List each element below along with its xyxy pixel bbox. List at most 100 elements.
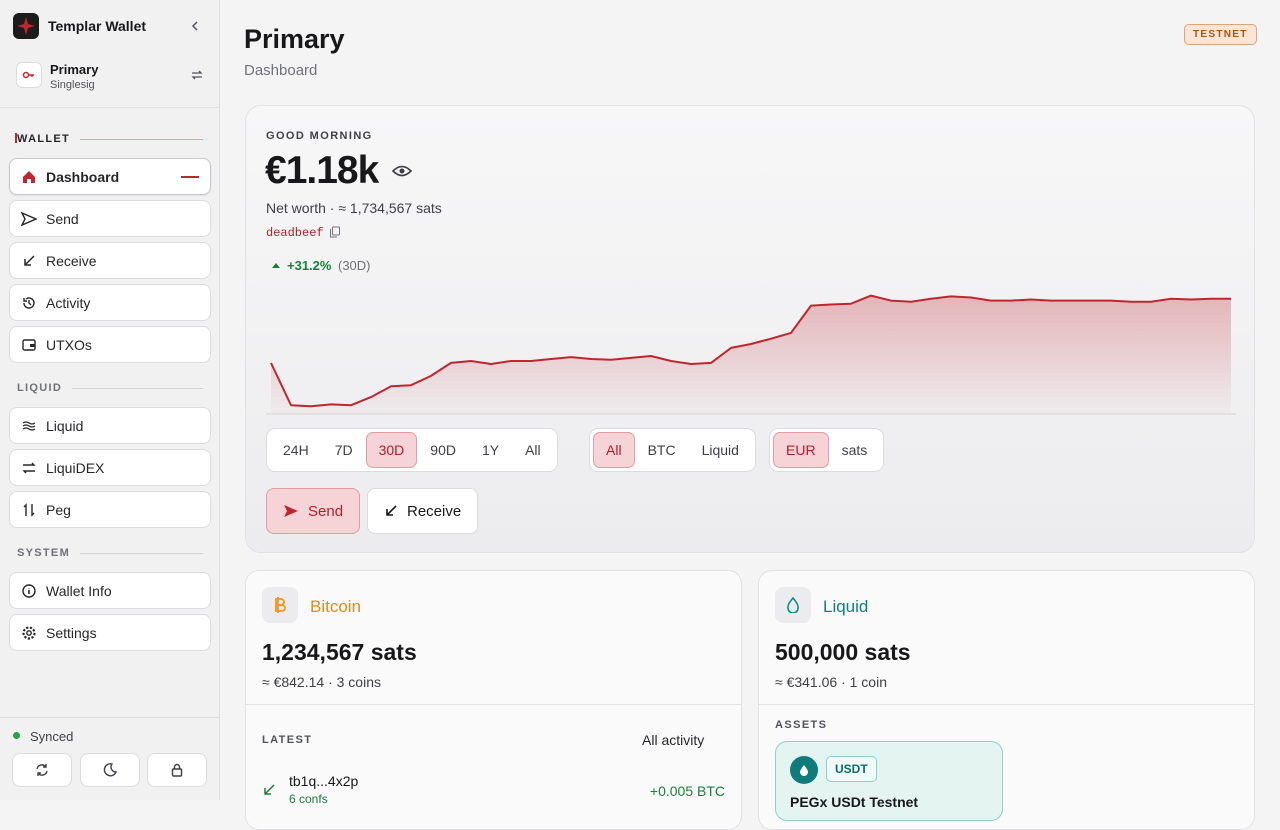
tx-amount: +0.005 BTC <box>649 783 725 799</box>
page-subtitle: Dashboard <box>244 62 318 79</box>
nav-icon <box>23 296 35 309</box>
nav-icon <box>22 583 36 598</box>
receive-label: Receive <box>407 502 462 520</box>
nav-label: Settings <box>46 624 97 641</box>
nav-icon <box>22 338 36 351</box>
active-indicator <box>181 176 199 178</box>
asset-drop <box>800 765 808 776</box>
total-balance: €1.18k <box>265 149 379 192</box>
balance-chart <box>266 294 1236 415</box>
divider <box>0 107 219 108</box>
change-period: (30D) <box>338 258 371 273</box>
nav-icon <box>22 462 36 473</box>
bitcoin-card: Bitcoin 1,234,567 sats ≈ €842.14 · 3 coi… <box>245 570 742 830</box>
nav-icon <box>23 170 35 183</box>
change-percent: +31.2% <box>287 258 332 273</box>
copy-button[interactable] <box>329 226 341 238</box>
net-worth: Net worth · ≈ 1,734,567 sats <box>266 200 442 216</box>
segment-option[interactable]: 1Y <box>481 442 500 458</box>
switch-wallet[interactable] <box>190 69 204 81</box>
overview-card: GOOD MORNING €1.18k Net worth · ≈ 1,734,… <box>245 105 1255 553</box>
segment-option[interactable]: Liquid <box>701 442 739 458</box>
nav-label: Peg <box>46 501 71 518</box>
moon-icon <box>103 763 118 777</box>
nav-item[interactable]: Wallet Info <box>9 572 211 609</box>
logo-icon <box>17 17 35 35</box>
segment-option[interactable]: sats <box>841 442 868 458</box>
app-logo <box>13 13 39 39</box>
latest-label: LATEST <box>262 734 313 746</box>
segment-option[interactable]: BTC <box>647 442 676 458</box>
segment-option[interactable]: 30D <box>365 432 418 468</box>
asset-card[interactable]: USDT PEGx USDt Testnet <box>775 741 1003 821</box>
bitcoin-title: Bitcoin <box>310 597 362 616</box>
lock-button[interactable] <box>147 753 207 787</box>
liquid-title: Liquid <box>823 597 869 616</box>
up-arrow <box>272 263 280 268</box>
liquid-balance: 500,000 sats <box>775 639 911 665</box>
theme-button[interactable] <box>80 753 140 787</box>
nav-item[interactable]: Receive <box>9 242 211 279</box>
collapse-button[interactable] <box>189 19 201 33</box>
app-name: Templar Wallet <box>48 18 147 34</box>
nav-item[interactable]: UTXOs <box>9 326 211 363</box>
wallet-icon <box>16 62 42 88</box>
toggle-visibility[interactable] <box>392 164 412 178</box>
nav-item[interactable]: Liquid <box>9 407 211 444</box>
segment-option[interactable]: 90D <box>430 442 456 458</box>
sidebar-footer <box>0 717 219 718</box>
segment-option[interactable]: All <box>525 442 541 458</box>
send-icon <box>284 505 298 517</box>
nav-item[interactable]: Activity <box>9 284 211 321</box>
nav-item[interactable]: Peg <box>9 491 211 528</box>
segment-option[interactable]: All <box>593 432 635 468</box>
network-filter: All BTC Liquid <box>589 428 756 472</box>
sync-status: Synced <box>30 729 74 744</box>
sync-icon <box>36 764 48 776</box>
segment-option[interactable]: EUR <box>773 432 829 468</box>
drop-icon <box>787 597 799 613</box>
send-label: Send <box>308 502 344 520</box>
bitcoin-fiat: ≈ €842.14 · 3 coins <box>262 674 381 690</box>
nav-item[interactable]: LiquiDEX <box>9 449 211 486</box>
nav-item[interactable]: Send <box>9 200 211 237</box>
tx-confirmations: 6 confs <box>289 792 328 806</box>
section-title: LIQUID <box>17 382 203 394</box>
all-activity-link[interactable]: All activity <box>642 732 705 748</box>
nav-item[interactable]: Settings <box>9 614 211 651</box>
receive-button[interactable]: Receive <box>367 488 479 534</box>
divider <box>246 704 741 705</box>
liquid-icon <box>775 587 811 623</box>
segment-option[interactable]: 24H <box>283 442 309 458</box>
section-title: SYSTEM <box>17 547 203 559</box>
sidebar: Templar Wallet Primary Singlesig WALLET D… <box>0 0 220 800</box>
nav-item[interactable]: Dashboard <box>9 158 211 195</box>
bitcoin-balance: 1,234,567 sats <box>262 639 417 665</box>
range-selector: 24H 7D 30D 90D 1Y All <box>266 428 558 472</box>
nav-label: Send <box>46 210 79 227</box>
network-badge: TESTNET <box>1184 24 1257 45</box>
body: Templar Wallet Primary Singlesig WALLET D… <box>0 0 1280 800</box>
nav-label: Receive <box>46 252 97 269</box>
liquid-fiat: ≈ €341.06 · 1 coin <box>775 674 887 690</box>
incoming-icon <box>264 784 275 795</box>
nav-icon <box>22 625 36 640</box>
key-icon <box>22 71 34 79</box>
divider <box>759 704 1254 705</box>
btc-symbol <box>275 597 286 613</box>
fingerprint: deadbeef <box>266 226 324 240</box>
wallet-type: Singlesig <box>50 79 95 91</box>
asset-icon <box>790 756 818 784</box>
nav-icon <box>23 502 35 517</box>
page: Templar Wallet { "sidebar": { "app_name"… <box>0 0 1280 800</box>
segment-option[interactable]: 7D <box>334 442 353 458</box>
send-button[interactable]: Send <box>266 488 361 534</box>
receive-icon <box>386 505 397 516</box>
nav-label: Dashboard <box>46 168 120 185</box>
unit-selector: EUR sats <box>769 428 885 472</box>
nav-icon <box>22 420 36 431</box>
nav-label: UTXOs <box>46 336 92 353</box>
wallet-name: Primary <box>50 62 99 77</box>
sync-button[interactable] <box>12 753 72 787</box>
section-title: WALLET <box>17 133 203 145</box>
